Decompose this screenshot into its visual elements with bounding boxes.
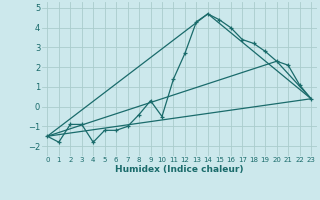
X-axis label: Humidex (Indice chaleur): Humidex (Indice chaleur) bbox=[115, 165, 244, 174]
